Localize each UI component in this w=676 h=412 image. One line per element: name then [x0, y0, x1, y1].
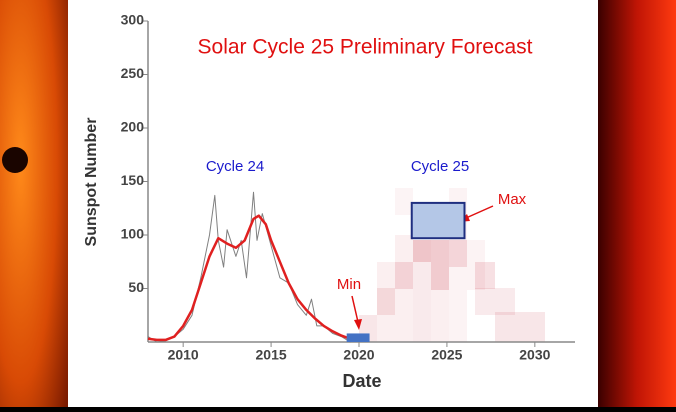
forecast-cell	[395, 188, 413, 215]
y-tick-label: 50	[128, 279, 144, 295]
forecast-cell	[467, 240, 485, 290]
y-tick-label: 250	[121, 65, 145, 81]
cycle25-label: Cycle 25	[411, 158, 469, 175]
x-tick-label: 2015	[256, 347, 287, 363]
series-line	[147, 214, 360, 342]
y-tick-label: 100	[121, 226, 145, 242]
y-tick-label: 300	[121, 12, 145, 28]
sun-right	[598, 0, 676, 407]
max-label: Max	[498, 191, 527, 208]
forecast-cell	[377, 262, 395, 342]
forecast-cell	[413, 240, 431, 262]
forecast-cell	[475, 262, 495, 289]
x-tick-label: 2010	[168, 347, 199, 363]
max-arrow	[465, 205, 494, 219]
y-tick-label: 200	[121, 119, 145, 135]
forecast-cell	[431, 240, 449, 290]
forecast-cell	[395, 235, 413, 342]
forecast-cell	[395, 262, 413, 289]
forecast-heatmap	[359, 188, 545, 342]
sunspot	[2, 147, 28, 173]
forecast-cell	[495, 312, 545, 342]
forecast-cell	[449, 240, 467, 267]
max-box	[410, 201, 466, 240]
x-tick-label: 2020	[343, 347, 374, 363]
series-line	[147, 191, 360, 343]
x-tick-label: 2030	[519, 347, 550, 363]
sun-left	[0, 0, 68, 407]
min-arrowhead	[354, 319, 362, 330]
min-arrow	[351, 295, 359, 323]
y-axis-label: Sunspot Number	[83, 118, 100, 247]
min-box	[346, 333, 370, 342]
y-tick-label: 150	[121, 172, 145, 188]
min-label: Min	[337, 276, 361, 293]
x-tick-label: 2025	[431, 347, 462, 363]
forecast-cell	[475, 288, 515, 315]
x-axis-label: Date	[342, 371, 381, 391]
chart-title: Solar Cycle 25 Preliminary Forecast	[198, 36, 533, 59]
forecast-cell	[413, 240, 431, 342]
forecast-cell	[431, 290, 449, 342]
cycle24-label: Cycle 24	[206, 158, 264, 175]
forecast-cell	[377, 288, 395, 315]
